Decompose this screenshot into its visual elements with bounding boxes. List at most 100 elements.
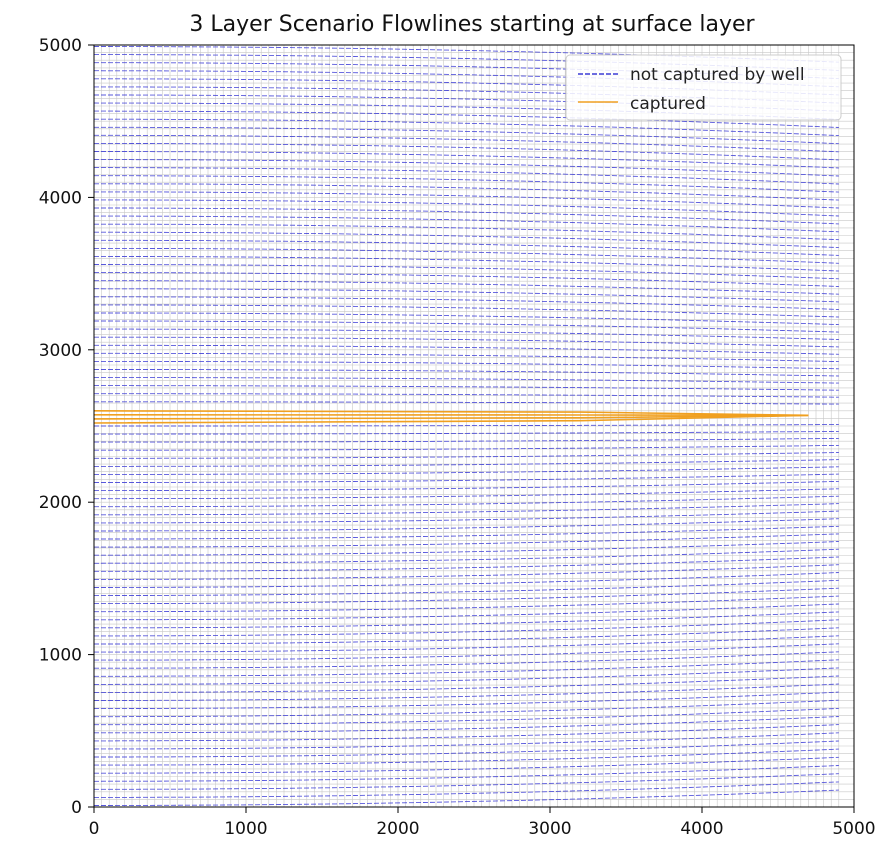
x-axis: 0 1000 2000 3000 4000 5000: [89, 807, 876, 839]
flowline-captured: [93, 414, 809, 417]
flowline-not-captured: [94, 651, 839, 669]
flowline-not-captured: [94, 595, 839, 613]
flowline-not-captured: [94, 691, 839, 710]
flowline-not-captured: [94, 280, 839, 295]
flowline-not-captured: [94, 360, 839, 370]
flowline-not-captured: [94, 239, 839, 256]
flowline-not-captured: [94, 134, 839, 153]
flowline-not-captured: [94, 320, 839, 333]
y-tick-label: 2000: [39, 493, 82, 513]
flowline-captured: [93, 410, 809, 417]
flowline-not-captured: [94, 480, 839, 492]
flowline-not-captured: [93, 255, 839, 272]
flowlines-captured: [93, 410, 809, 424]
y-tick-label: 3000: [39, 341, 82, 361]
flowline-not-captured: [94, 401, 839, 405]
flowline-not-captured: [94, 452, 839, 459]
flowline-not-captured: [94, 175, 839, 193]
flowline-not-captured: [94, 377, 839, 384]
flowline-not-captured: [94, 533, 839, 548]
flowline-not-captured: [94, 659, 839, 677]
flowline-not-captured: [94, 564, 839, 580]
flowline-not-captured: [94, 635, 839, 653]
flowline-not-captured: [94, 215, 839, 233]
y-tick-label: 4000: [39, 188, 82, 208]
flowline-not-captured: [94, 430, 839, 435]
flowline-not-captured: [94, 183, 839, 201]
flowline-not-captured: [94, 118, 839, 137]
legend-box: [565, 54, 842, 121]
flowline-not-captured: [93, 288, 839, 303]
flowline-not-captured: [94, 336, 839, 348]
x-tick-label: 2000: [376, 819, 419, 839]
legend-label-not-captured: not captured by well: [630, 65, 805, 85]
flowline-not-captured: [94, 716, 839, 734]
flowline-not-captured: [94, 328, 839, 340]
flowline-not-captured: [94, 437, 839, 443]
flowline-not-captured: [94, 151, 839, 169]
x-tick-label: 0: [89, 819, 100, 839]
flowline-not-captured: [94, 223, 839, 241]
flowline-not-captured: [94, 385, 839, 391]
flowline-not-captured: [94, 126, 839, 145]
flowline-not-captured: [94, 393, 839, 398]
flowline-not-captured: [94, 503, 839, 516]
flowline-not-captured: [94, 312, 839, 326]
flowline-not-captured: [94, 724, 839, 742]
y-axis: 0 1000 2000 3000 4000 5000: [39, 36, 94, 818]
flowline-not-captured: [94, 247, 839, 264]
flowline-not-captured: [94, 473, 839, 483]
flowline-not-captured: [94, 231, 839, 249]
y-tick-label: 5000: [39, 36, 82, 56]
y-tick-label: 0: [71, 798, 82, 818]
y-tick-label: 1000: [39, 646, 82, 666]
chart-title: 3 Layer Scenario Flowlines starting at s…: [189, 12, 755, 37]
flowline-not-captured: [94, 488, 839, 500]
flowline-not-captured: [94, 296, 839, 310]
flowline-not-captured: [94, 264, 839, 280]
flowline-not-captured: [94, 683, 839, 701]
flowline-not-captured: [94, 756, 839, 774]
legend-label-captured: captured: [630, 94, 706, 114]
flowline-not-captured: [93, 548, 839, 564]
flowline-not-captured: [94, 748, 839, 766]
flowlines-not-captured: [93, 46, 839, 806]
flowline-not-captured: [94, 525, 839, 540]
x-tick-label: 4000: [680, 819, 723, 839]
flowline-not-captured: [94, 619, 839, 637]
flowline-not-captured: [94, 556, 839, 572]
flowline-not-captured: [94, 518, 839, 532]
flowline-not-captured: [94, 541, 839, 556]
flowline-not-captured: [94, 510, 839, 524]
x-tick-label: 1000: [224, 819, 267, 839]
flowline-not-captured: [94, 459, 839, 467]
flowline-not-captured: [94, 789, 839, 806]
flowline-not-captured: [94, 369, 839, 377]
flowline-not-captured: [94, 587, 839, 605]
flowline-not-captured: [94, 495, 839, 508]
flowline-not-captured: [94, 572, 839, 588]
plot-frame: [93, 44, 855, 808]
flowline-not-captured: [94, 424, 839, 427]
flowline-not-captured: [94, 740, 839, 758]
flowline-not-captured: [94, 159, 839, 177]
flowline-not-captured: [94, 352, 839, 363]
flowline-not-captured: [94, 699, 839, 718]
flowline-not-captured: [94, 667, 839, 685]
flowline-not-captured: [94, 304, 839, 318]
flowline-not-captured: [94, 675, 839, 693]
flowline-not-captured: [93, 579, 839, 597]
flowline-not-captured: [94, 191, 839, 209]
x-tick-label: 3000: [528, 819, 571, 839]
flowline-not-captured: [93, 732, 839, 750]
flowline-not-captured: [94, 611, 839, 629]
flowline-not-captured: [94, 344, 839, 355]
flowline-not-captured: [94, 272, 839, 287]
flowline-not-captured: [94, 199, 839, 217]
flowline-not-captured: [93, 765, 839, 782]
flowline-not-captured: [94, 167, 839, 185]
flowline-not-captured: [94, 773, 839, 790]
flowline-captured: [93, 414, 809, 420]
flowline-not-captured: [94, 781, 839, 798]
